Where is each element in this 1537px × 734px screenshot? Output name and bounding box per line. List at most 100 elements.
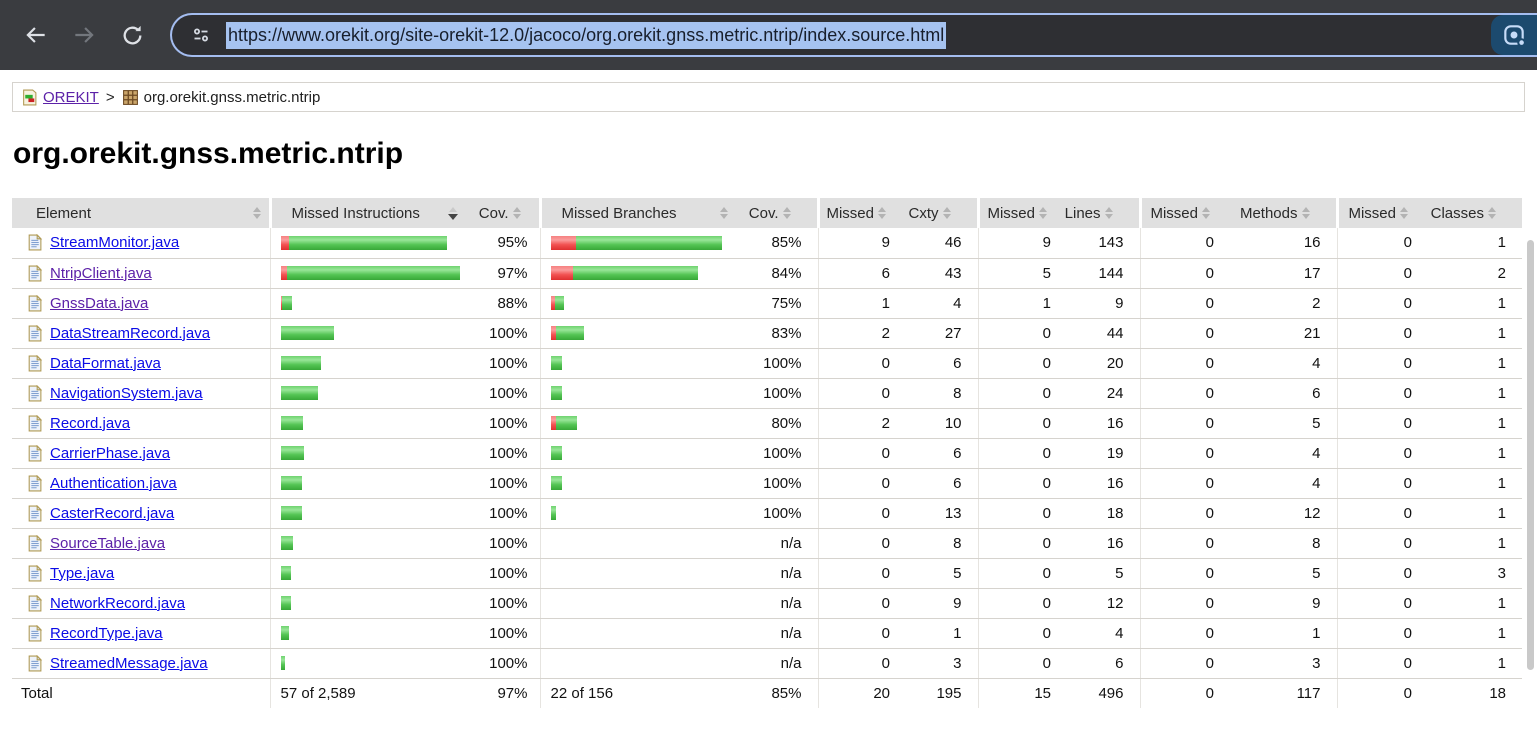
column-header-missed-11[interactable]: Missed [1335,198,1420,228]
forward-button[interactable] [64,15,104,55]
source-file-link[interactable]: NetworkRecord.java [50,594,186,612]
methods-cell: 17 [1222,258,1337,289]
column-header-label: Missed [1150,204,1198,222]
classes-cell: 1 [1420,288,1522,319]
column-header-lines-8[interactable]: Lines [1059,198,1140,228]
source-file-link[interactable]: StreamMonitor.java [50,234,180,252]
branch-coverage-cell: 84% [736,258,818,289]
missed-branches-cell-bar [550,296,737,310]
column-header-missed-5[interactable]: Missed [816,198,898,228]
classes-cell: 1 [1420,618,1522,649]
methods-cell: 2 [1222,288,1337,319]
cxty-cell: 43 [898,258,978,289]
column-header-missed-7[interactable]: Missed [976,198,1059,228]
element-cell: GnssData.java [12,288,270,319]
source-file-link[interactable]: GnssData.java [50,294,149,312]
table-row: StreamedMessage.java 100% n/a 0 3 0 6 0 3 0 1 [12,648,1522,679]
missed-branches-cell-bar [550,416,737,430]
methods-cell: 6 [1222,378,1337,409]
element-cell: NetworkRecord.java [12,588,270,619]
source-file-link[interactable]: CasterRecord.java [50,504,175,522]
methods-cell: 21 [1222,318,1337,349]
missed-lines-cell: 0 [977,498,1059,529]
missed-cxty-cell: 0 [817,348,898,379]
lines-cell: 16 [1059,528,1140,559]
classes-cell: 1 [1420,528,1522,559]
missed-branches-cell [539,258,737,289]
back-button[interactable] [16,15,56,55]
missed-branches-cell-bar [550,326,737,340]
table-row: SourceTable.java 100% n/a 0 8 0 16 0 8 0 1 [12,528,1522,559]
covered-bar-segment [554,296,564,310]
classes-cell: 1 [1420,318,1522,349]
missed-branches-cell-bar [550,266,737,280]
lines-cell: 16 [1059,468,1140,499]
missed-cxty-cell: 0 [817,588,898,619]
site-settings-tune-icon[interactable] [186,23,216,47]
lens-button[interactable] [1491,15,1537,55]
column-header-cov--2[interactable]: Cov. [466,198,540,228]
package-icon [122,89,139,106]
instruction-coverage-cell: 100% [466,378,540,409]
lines-cell: 4 [1059,618,1140,649]
branch-coverage-cell: 100% [736,378,818,409]
scrollbar-thumb[interactable] [1527,240,1534,670]
source-file-link[interactable]: CarrierPhase.java [50,444,171,462]
column-header-cov--4[interactable]: Cov. [736,198,818,228]
total-instruction-coverage-cell: 97% [466,678,540,708]
missed-instructions-cell [269,228,466,259]
missed-classes-cell: 0 [1336,258,1420,289]
branch-coverage-cell: n/a [736,588,818,619]
total-missed-cxty-cell: 20 [817,678,898,708]
column-header-element-0[interactable]: Element [12,198,270,228]
page-title: org.orekit.gnss.metric.ntrip [13,137,404,170]
cxty-cell: 4 [898,288,978,319]
cxty-cell: 8 [898,528,978,559]
source-file-link[interactable]: SourceTable.java [50,534,166,552]
source-file-link[interactable]: NtripClient.java [50,264,152,282]
column-header-cxty-6[interactable]: Cxty [898,198,978,228]
cxty-cell: 9 [898,588,978,619]
missed-methods-cell: 0 [1139,408,1222,439]
classes-cell: 1 [1420,468,1522,499]
breadcrumb-current: org.orekit.gnss.metric.ntrip [143,88,321,106]
breadcrumb-root-link[interactable]: OREKIT [43,88,99,106]
covered-bar-segment [280,596,291,610]
column-header-methods-10[interactable]: Methods [1222,198,1337,228]
source-file-link[interactable]: Authentication.java [50,474,177,492]
source-file-link[interactable]: Record.java [50,414,131,432]
element-cell: CasterRecord.java [12,498,270,529]
element-cell: CarrierPhase.java [12,438,270,469]
missed-cxty-cell: 0 [817,378,898,409]
covered-bar-segment [281,296,292,310]
column-header-label: Missed [1348,204,1396,222]
missed-lines-cell: 0 [977,378,1059,409]
source-file-link[interactable]: DataStreamRecord.java [50,324,211,342]
table-row: CarrierPhase.java 100% 100% 0 6 0 19 0 4 0 1 [12,438,1522,469]
missed-branches-cell [539,498,736,529]
url-text[interactable]: https://www.orekit.org/site-orekit-12.0/… [226,21,947,49]
source-file-link[interactable]: Type.java [50,564,115,582]
column-header-missed-9[interactable]: Missed [1138,198,1222,228]
total-label-cell: Total [12,678,270,708]
branch-coverage-cell: 100% [736,468,818,499]
missed-instructions-cell-bar [280,296,467,310]
lines-cell: 5 [1059,558,1140,589]
missed-instructions-cell-bar [280,596,467,610]
source-file-link[interactable]: DataFormat.java [50,354,161,372]
source-file-link[interactable]: StreamedMessage.java [50,654,208,672]
missed-methods-cell: 0 [1139,228,1222,259]
source-file-link[interactable]: RecordType.java [50,624,163,642]
column-header-classes-12[interactable]: Classes [1420,198,1522,228]
table-row: StreamMonitor.java 95% 85% 9 46 9 143 0 16 0 1 [12,228,1522,259]
missed-branches-cell [539,378,736,409]
missed-classes-cell: 0 [1336,648,1420,679]
classes-cell: 3 [1420,558,1522,589]
column-header-missed-branches-3[interactable]: Missed Branches [538,198,736,228]
reload-button[interactable] [112,15,152,55]
covered-bar-segment [280,326,334,340]
url-bar[interactable]: https://www.orekit.org/site-orekit-12.0/… [170,13,1537,57]
instruction-coverage-cell: 95% [466,228,540,259]
source-file-link[interactable]: NavigationSystem.java [50,384,203,402]
column-header-missed-instructions-1[interactable]: Missed Instructions [268,198,466,228]
